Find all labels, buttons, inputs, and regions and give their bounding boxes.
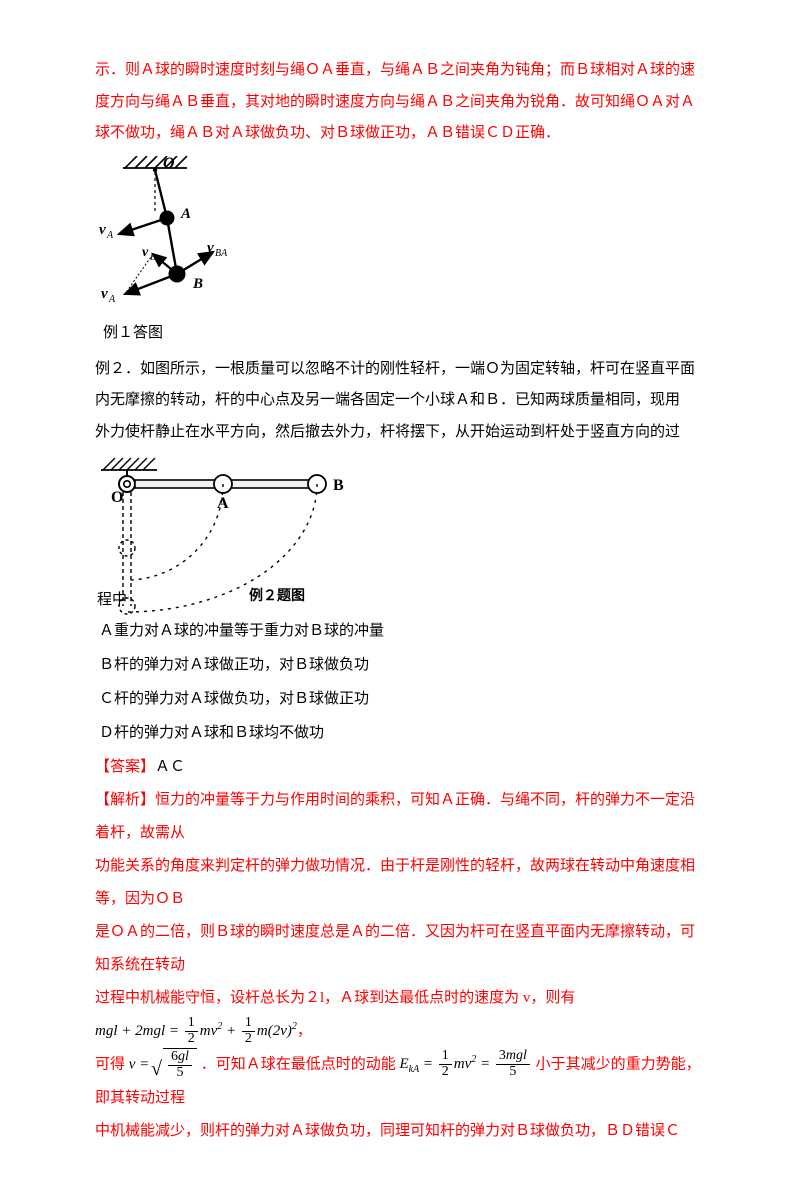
svg-text:v: v [207, 240, 214, 256]
figure-2-caption: 例２题图 [249, 581, 305, 610]
example2-line1: 例２．如图所示，一根质量可以忽略不计的刚性轻杆，一端Ｏ为固定转轴，杆可在竖直平面 [95, 354, 705, 386]
analysis-label: 【解析】 [95, 792, 155, 808]
example2-trailing: 程中 [97, 585, 127, 617]
analysis-block: 【解析】恒力的冲量等于力与作用时间的乘积，可知Ａ正确．与绳不同，杆的弹力不一定沿… [95, 784, 705, 1148]
analysis-p4: 过程中机械能守恒，设杆总长为２l，Ａ球到达最低点时的速度为 v，则有 [95, 990, 575, 1006]
page-root: 示．则Ａ球的瞬时速度时刻与绳ＯＡ垂直，与绳ＡＢ之间夹角为钝角；而Ｂ球相对Ａ球的速… [0, 0, 800, 1188]
analysis-p1: 恒力的冲量等于力与作用时间的乘积，可知Ａ正确．与绳不同，杆的弹力不一定沿着杆，故… [95, 792, 695, 841]
analysis-p3: 是ＯＡ的二倍，则Ｂ球的瞬时速度总是Ａ的二倍．又因为杆可在竖直平面内无摩擦转动，可… [95, 916, 705, 982]
svg-text:O: O [111, 489, 123, 506]
figure-1-svg: O A B v A v B [95, 156, 245, 306]
equation-eka: EkA = 12mv2 = 3mgl5 [399, 1048, 531, 1081]
figure-2: O A B 程中 例２题图 [95, 454, 705, 616]
svg-text:B: B [333, 477, 344, 494]
analysis-p6: 中机械能减少，则杆的弹力对Ａ球做负功，同理可知杆的弹力对Ｂ球做负功，ＢＤ错误Ｃ [95, 1115, 705, 1148]
option-d: Ｄ杆的弹力对Ａ球和Ｂ球均不做功 [99, 718, 705, 748]
example2-line3: 外力使杆静止在水平方向，然后撤去外力，杆将摆下，从开始运动到杆处于竖直方向的过 [95, 417, 705, 449]
svg-text:B: B [150, 252, 156, 262]
prev-explanation-line1: 示．则Ａ球的瞬时速度时刻与绳ＯＡ垂直，与绳ＡＢ之间夹角为钝角；而Ｂ球相对Ａ球的速 [95, 55, 705, 87]
svg-text:v: v [101, 286, 108, 302]
answer-line: 【答案】ＡＣ [95, 752, 705, 784]
analysis-p5a: 可得 [95, 1056, 125, 1072]
prev-explanation-line3: 球不做功，绳ＡＢ对Ａ球做负功、对Ｂ球做正功，ＡＢ错误ＣＤ正确． [95, 118, 705, 150]
analysis-p5b: ．可知Ａ球在最低点时的动能 [201, 1056, 396, 1072]
figure-2-svg: O A B [95, 454, 355, 616]
answer-label: 【答案】 [95, 759, 155, 775]
example2-line2: 内无摩擦的转动，杆的中心点及另一端各固定一个小球Ａ和Ｂ．已知两球质量相同，现用 [95, 385, 705, 417]
example2-options: Ａ重力对Ａ球的冲量等于重力对Ｂ球的冲量 Ｂ杆的弹力对Ａ球做正功，对Ｂ球做负功 Ｃ… [95, 616, 705, 748]
svg-text:v: v [99, 222, 106, 238]
equation-v: v = 6gl5 [129, 1048, 197, 1082]
answer-value: ＡＣ [155, 759, 185, 775]
option-b: Ｂ杆的弹力对Ａ球做正功，对Ｂ球做负功 [99, 650, 705, 680]
prev-explanation-line2: 度方向与绳ＡＢ垂直，其对地的瞬时速度方向与绳ＡＢ之间夹角为锐角．故可知绳ＯＡ对Ａ [95, 87, 705, 119]
svg-text:A: A [106, 230, 114, 241]
svg-text:v: v [142, 245, 149, 260]
svg-text:A: A [217, 495, 229, 512]
equation-energy: mgl + 2mgl = 12mv2 + 12m(2v)2 [95, 1015, 297, 1048]
figure-1-caption: 例１答图 [103, 318, 705, 350]
option-a: Ａ重力对Ａ球的冲量等于重力对Ｂ球的冲量 [99, 616, 705, 646]
svg-text:A: A [180, 206, 191, 222]
svg-text:B: B [192, 276, 203, 292]
analysis-p5-line: 可得 v = 6gl5 ．可知Ａ球在最低点时的动能 EkA = 12mv2 = … [95, 1048, 705, 1115]
svg-text:BA: BA [215, 248, 228, 259]
option-c: Ｃ杆的弹力对Ａ球做负功，对Ｂ球做正功 [99, 684, 705, 714]
analysis-p2: 功能关系的角度来判定杆的弹力做功情况．由于杆是刚性的轻杆，故两球在转动中角速度相… [95, 850, 705, 916]
svg-text:A: A [108, 294, 116, 305]
analysis-p4-line: 过程中机械能守恒，设杆总长为２l，Ａ球到达最低点时的速度为 v，则有 mgl +… [95, 982, 705, 1048]
svg-text:O: O [163, 156, 175, 172]
figure-1: O A B v A v B [95, 156, 705, 350]
